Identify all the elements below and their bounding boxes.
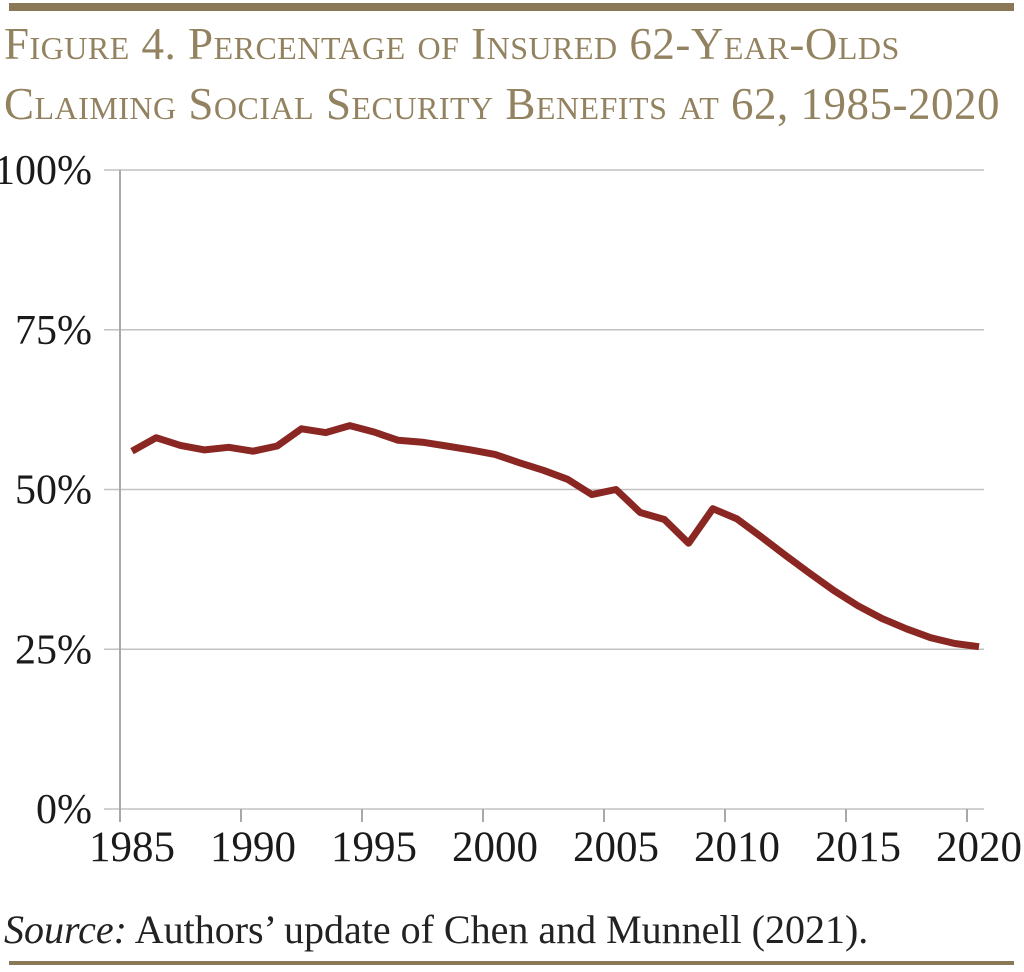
y-tick-label-75: 75% <box>15 308 92 354</box>
x-tick-label-1990: 1990 <box>210 824 296 871</box>
x-tick-label-2010: 2010 <box>694 824 780 871</box>
source-note: Source: Authors’ update of Chen and Munn… <box>4 906 1020 954</box>
y-tick-label-0: 0% <box>36 787 92 833</box>
chart-title: Figure 4. Percentage of Insured 62-Year-… <box>4 14 1024 134</box>
x-tick-label-2000: 2000 <box>452 824 538 871</box>
data-line-series-0 <box>130 422 980 651</box>
x-tick-label-2020: 2020 <box>936 824 1022 871</box>
top-rule <box>9 3 1014 11</box>
x-tick-label-2015: 2015 <box>815 824 901 871</box>
x-tick-label-1995: 1995 <box>331 824 417 871</box>
y-tick-label-25: 25% <box>15 627 92 673</box>
source-label: Source: <box>4 907 127 952</box>
y-tick-label-50: 50% <box>15 468 92 514</box>
source-text: Authors’ update of Chen and Munnell (202… <box>126 907 869 952</box>
bottom-rule <box>9 961 1014 965</box>
x-tick-label-1985: 1985 <box>89 824 175 871</box>
y-tick-label-100: 100% <box>0 148 92 194</box>
chart-title-line2: Claiming Social Security Benefits at 62,… <box>4 79 1000 129</box>
x-tick-label-2005: 2005 <box>573 824 659 871</box>
chart-title-line1: Figure 4. Percentage of Insured 62-Year-… <box>4 19 900 69</box>
